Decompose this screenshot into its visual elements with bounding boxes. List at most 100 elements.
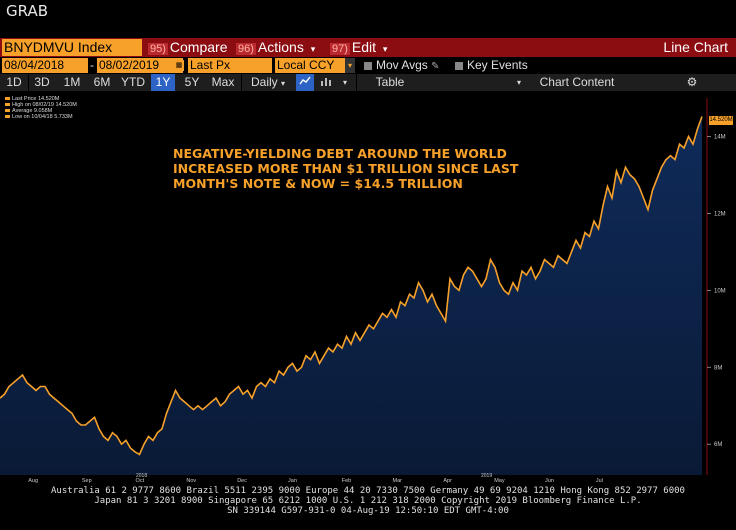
chevron-down-icon: ▾ xyxy=(310,44,316,54)
legend-item: High on 08/02/19 14.520M xyxy=(5,102,77,108)
edit-label: Edit xyxy=(351,39,377,55)
legend-swatch xyxy=(5,109,10,113)
checkbox-icon xyxy=(364,61,372,70)
range-ytd-button[interactable]: YTD xyxy=(121,75,145,89)
range-bar xyxy=(0,74,736,91)
key-events-toggle[interactable]: Key Events xyxy=(455,58,528,73)
legend-label: High on 08/02/19 xyxy=(12,102,56,108)
x-tick-label: Aug xyxy=(28,478,38,484)
x-tick-label: Nov xyxy=(186,478,196,484)
edit-shortcut: 97) xyxy=(330,43,350,55)
legend-swatch xyxy=(5,103,10,107)
command-bar xyxy=(0,38,736,57)
x-year-label: 2018 xyxy=(136,473,147,479)
legend-label: Average xyxy=(12,108,34,114)
mov-avgs-label: Mov Avgs xyxy=(376,58,428,72)
chevron-down-icon: ▾ xyxy=(345,58,355,73)
title-bar xyxy=(0,0,736,37)
range-max-button[interactable]: Max xyxy=(211,75,235,89)
frequency-dropdown[interactable]: Daily ▾ xyxy=(243,74,293,91)
footer-contacts-2: Japan 81 3 3201 8900 Singapore 65 6212 1… xyxy=(94,496,642,506)
x-tick-label: Jun xyxy=(545,478,554,484)
x-tick-label: Oct xyxy=(136,478,145,484)
annotation-line: MONTH'S NOTE & NOW = $14.5 TRILLION xyxy=(173,176,463,191)
range-1y-button[interactable]: 1Y xyxy=(151,74,175,91)
y-tick-label: 10M xyxy=(714,288,726,294)
y-tick-label: 14M xyxy=(714,134,726,140)
range-6m-button[interactable]: 6M xyxy=(93,75,111,89)
legend-value: 14.520M xyxy=(37,96,60,102)
compare-button[interactable]: 95) Compare xyxy=(148,39,228,56)
checkbox-icon xyxy=(455,61,463,70)
gear-icon[interactable]: ⚙ xyxy=(686,75,698,89)
mov-avgs-toggle[interactable]: Mov Avgs ✎ xyxy=(364,58,440,73)
series-line xyxy=(0,116,703,456)
legend-item: Low on 10/04/18 5.733M xyxy=(5,114,77,120)
x-tick-label: Apr xyxy=(443,478,452,484)
compare-label: Compare xyxy=(169,39,228,55)
x-tick-label: May xyxy=(494,478,505,484)
date-range-dash: - xyxy=(90,58,94,72)
actions-label: Actions xyxy=(257,39,304,55)
edit-menu[interactable]: 97) Edit ▾ xyxy=(330,39,387,56)
divider xyxy=(356,74,357,91)
legend-item: Average 9.058M xyxy=(5,108,77,114)
legend-label: Low on 10/04/18 xyxy=(12,114,55,120)
view-title: Line Chart xyxy=(663,39,728,55)
annotation-line: NEGATIVE-YIELDING DEBT AROUND THE WORLD xyxy=(173,146,507,161)
bar-chart-icon[interactable] xyxy=(318,74,334,91)
currency-label: Local CCY xyxy=(277,58,335,72)
divider xyxy=(28,74,29,91)
legend-value: 5.733M xyxy=(54,114,73,120)
chart-content-button[interactable]: Chart Content xyxy=(530,74,624,91)
x-tick-label: Mar xyxy=(393,478,403,484)
x-tick-label: Jan xyxy=(288,478,297,484)
legend-value: 14.520M xyxy=(55,102,77,108)
x-tick-label: Sep xyxy=(82,478,92,484)
footer-contacts: Australia 61 2 9777 8600 Brazil 5511 239… xyxy=(51,486,685,496)
ticker-field[interactable]: BNYDMVU Index xyxy=(2,39,142,56)
actions-menu[interactable]: 96) Actions ▾ xyxy=(236,39,315,56)
frequency-label: Daily xyxy=(250,75,278,89)
start-date-field[interactable]: 08/04/2018 xyxy=(2,58,88,73)
chevron-down-icon: ▾ xyxy=(281,79,286,88)
range-1d-button[interactable]: 1D xyxy=(6,75,22,89)
chart-annotation: NEGATIVE-YIELDING DEBT AROUND THE WORLD … xyxy=(173,146,533,191)
legend-label: Last Price xyxy=(12,96,38,102)
annotation-line: INCREASED MORE THAN $1 TRILLION SINCE LA… xyxy=(173,161,519,176)
range-5y-button[interactable]: 5Y xyxy=(184,75,200,89)
window-title: GRAB xyxy=(6,2,48,20)
chart-content-label: Chart Content xyxy=(539,75,615,89)
line-chart-icon[interactable] xyxy=(296,74,314,91)
x-year-label: 2019 xyxy=(481,473,492,479)
compare-shortcut: 95) xyxy=(148,43,168,55)
legend-swatch xyxy=(5,115,10,119)
x-tick-label: Feb xyxy=(342,478,351,484)
key-events-label: Key Events xyxy=(467,58,528,72)
series-area xyxy=(0,116,702,475)
y-tick-label: 6M xyxy=(714,442,722,448)
legend-item: Last Price 14.520M xyxy=(5,96,77,102)
legend-swatch xyxy=(5,97,10,101)
chevron-down-icon[interactable]: ▾ xyxy=(516,78,521,87)
x-tick-label: Dec xyxy=(237,478,247,484)
actions-shortcut: 96) xyxy=(236,43,256,55)
y-tick-label: 8M xyxy=(714,365,722,371)
range-1m-button[interactable]: 1M xyxy=(63,75,81,89)
range-3d-button[interactable]: 3D xyxy=(34,75,50,89)
table-button[interactable]: Table xyxy=(375,75,405,89)
y-tick-label: 12M xyxy=(714,211,726,217)
divider xyxy=(241,74,242,91)
legend: Last Price 14.520M High on 08/02/19 14.52… xyxy=(5,96,77,120)
legend-value: 9.058M xyxy=(33,108,53,114)
currency-selector[interactable]: Local CCY ▾ xyxy=(275,58,355,73)
field-selector[interactable]: Last Px xyxy=(188,58,272,73)
chevron-down-icon[interactable]: ▾ xyxy=(342,78,347,87)
last-value-badge: 14.520M xyxy=(709,116,733,125)
end-date-field[interactable]: 08/02/2019 xyxy=(97,58,183,73)
x-tick-label: Jul xyxy=(596,478,603,484)
pencil-icon[interactable]: ✎ xyxy=(431,61,440,72)
chevron-down-icon: ▾ xyxy=(382,44,388,54)
chart-plot[interactable]: 6M 8M 10M 12M 14M Aug Sep Oct Nov Dec Jan Feb Mar Ap… xyxy=(0,92,736,484)
calendar-icon[interactable]: ▦ xyxy=(174,60,184,71)
